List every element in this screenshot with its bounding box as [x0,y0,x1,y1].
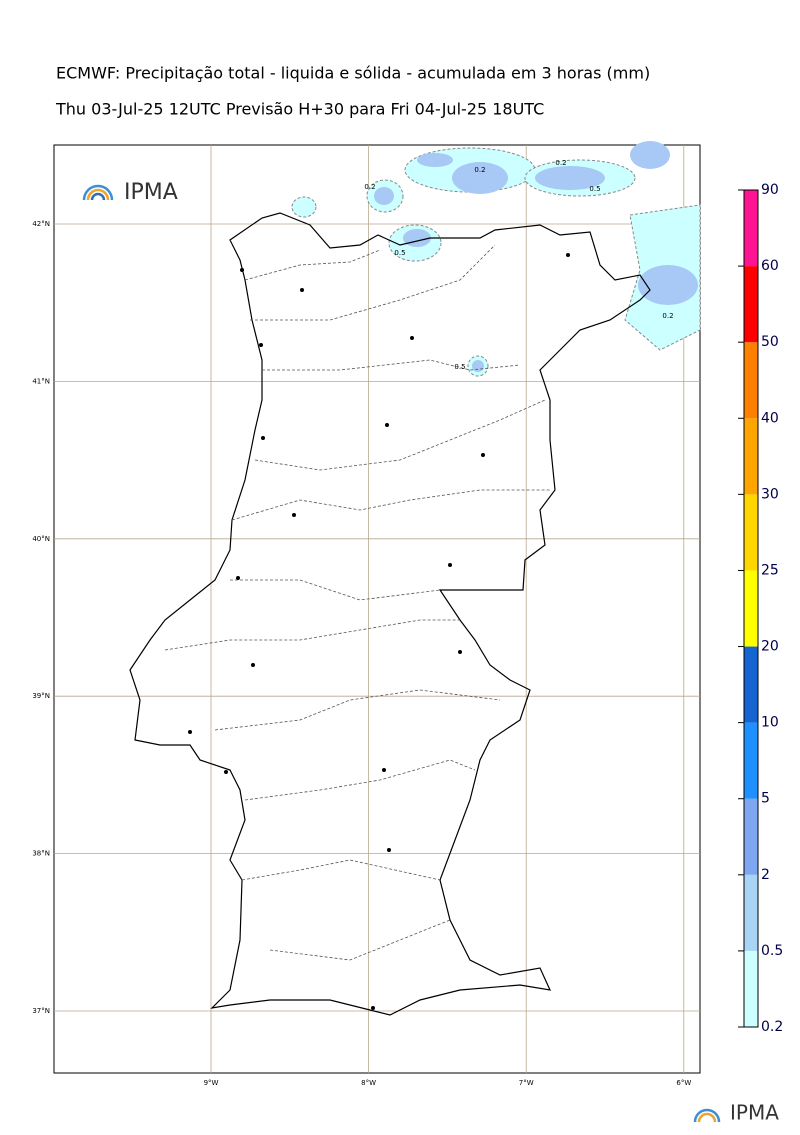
colorbar-frame [743,189,759,1028]
lat-label: 39°N [32,692,50,700]
logo-text: IPMA [124,180,178,205]
lon-label: 6°W [676,1079,691,1087]
subtitle: Thu 03-Jul-25 12UTC Previsão H+30 para F… [55,100,544,119]
precip-core [374,187,394,205]
precip-core [630,141,670,169]
lat-label: 38°N [32,850,50,858]
colorbar-segment [744,798,758,875]
colorbar-label: 50 [761,334,779,350]
contour-label: 0.2 [474,166,485,174]
lon-label: 8°W [361,1079,376,1087]
precip-core [417,153,453,167]
footer-logo: IPMA [693,1101,779,1125]
colorbar-label: 90 [761,182,779,198]
precip-core [638,265,698,305]
contour-label: 0.2 [662,312,673,320]
colorbar-label: 60 [761,258,779,274]
colorbar-label: 5 [761,791,770,807]
precip-core [535,166,605,190]
coastline [129,212,651,1016]
lon-label: 9°W [204,1079,219,1087]
colorbar-label: 2 [761,867,770,883]
colorbar-segment [744,570,758,647]
precip-areas [291,141,701,377]
colorbar-segment [744,950,758,1027]
map-frame [53,144,701,1074]
contour-labels: 0.2 0.5 0.2 0.5 0.2 0.5 0.2 [364,159,673,371]
colorbar-segment [744,722,758,799]
colorbar-label: 10 [761,715,779,731]
precip-area [291,196,317,218]
city-dots [188,253,570,1010]
colorbar-segment [744,418,758,495]
lat-label: 37°N [32,1007,50,1015]
colorbar-label: 20 [761,639,779,655]
map: 42°N 41°N 40°N 39°N 38°N 37°N 9°W 8°W 7°W 6°W 0.2… [32,141,701,1087]
colorbar-segment [744,266,758,343]
district-borders [164,244,550,961]
colorbar-label: 25 [761,562,779,578]
title: ECMWF: Precipitação total - liquida e só… [56,64,650,83]
colorbar-label: 0.5 [761,943,783,959]
colorbar-segment [744,874,758,951]
lat-label: 40°N [32,535,50,543]
precip-core [472,360,484,372]
contour-label: 0.2 [555,159,566,167]
contour-label: 0.2 [364,183,375,191]
precip-core [403,229,431,247]
footer-logo-text: IPMA [730,1101,779,1125]
contour-label: 0.5 [454,363,465,371]
precip-core [452,162,508,194]
colorbar-segment [744,190,758,267]
colorbar-segment [744,646,758,723]
lon-label: 7°W [519,1079,534,1087]
colorbar-label: 0.2 [761,1019,783,1035]
contour-label: 0.5 [589,185,600,193]
contour-label: 0.5 [394,249,405,257]
colorbar-label: 40 [761,410,779,426]
lat-label: 41°N [32,377,50,385]
lat-label: 42°N [32,220,50,228]
logo: IPMA [82,180,178,205]
colorbar-label: 30 [761,486,779,502]
colorbar-segment [744,342,758,419]
colorbar-segment [744,494,758,571]
